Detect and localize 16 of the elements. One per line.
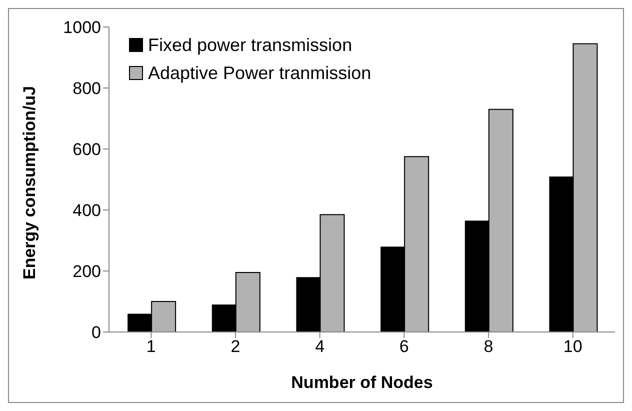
y-tick-label: 600 <box>72 140 101 160</box>
y-tick-label: 200 <box>72 262 101 282</box>
legend-label: Adaptive Power tranmission <box>148 62 372 85</box>
x-axis-title: Number of Nodes <box>291 373 433 392</box>
x-tick-label: 2 <box>230 337 240 356</box>
x-tick-label: 6 <box>399 337 409 356</box>
x-tick-label: 10 <box>563 337 582 356</box>
legend-label: Fixed power transmission <box>148 34 352 57</box>
y-tick-label: 400 <box>72 201 101 220</box>
y-tick-label: 800 <box>72 79 101 98</box>
y-tick-label: 0 <box>92 323 101 342</box>
x-tick-label: 8 <box>484 337 494 356</box>
y-axis-title: Energy consumption/uJ <box>20 86 40 280</box>
x-tick-label: 4 <box>315 337 325 356</box>
y-tick-label: 1000 <box>63 18 101 38</box>
x-tick-label: 1 <box>146 337 156 356</box>
